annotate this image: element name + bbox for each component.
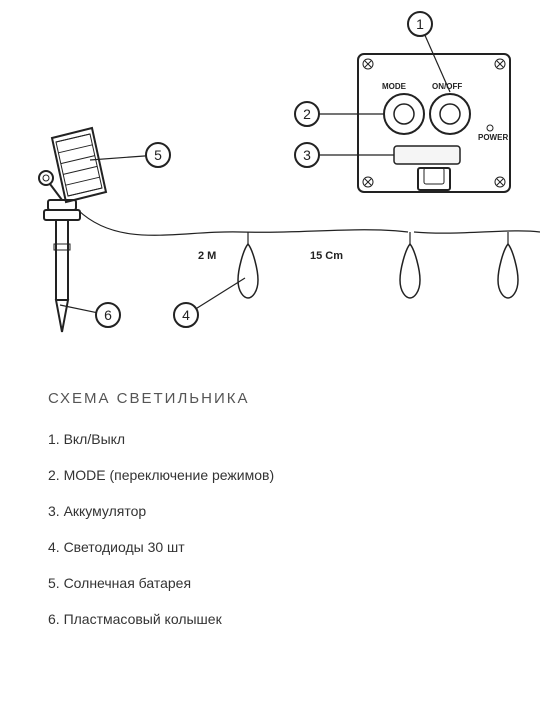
legend-item: 6. Пластмасовый колышек <box>48 611 498 627</box>
diagram-title: СХЕМА СВЕТИЛЬНИКА <box>48 390 498 407</box>
dim-15cm: 15 Cm <box>310 250 343 262</box>
legend-item: 2. MODE (переключение режимов) <box>48 467 498 483</box>
label-power: POWER <box>478 133 508 142</box>
label-onoff: ON/OFF <box>432 82 462 91</box>
svg-text:1: 1 <box>416 16 424 32</box>
svg-text:2: 2 <box>303 106 311 122</box>
svg-text:3: 3 <box>303 147 311 163</box>
legend-block: СХЕМА СВЕТИЛЬНИКА 1. Вкл/Выкл 2. MODE (пе… <box>48 390 498 647</box>
diagram-canvas: 1 2 3 4 5 6 MODE ON/OFF POWER 2 M 15 Cm СХЕМА… <box>0 0 540 720</box>
legend-item: 4. Светодиоды 30 шт <box>48 539 498 555</box>
svg-text:4: 4 <box>182 307 190 323</box>
svg-text:5: 5 <box>154 147 162 163</box>
dim-2m: 2 M <box>198 250 216 262</box>
svg-text:6: 6 <box>104 307 112 323</box>
legend-item: 5. Солнечная батарея <box>48 575 498 591</box>
legend-list: 1. Вкл/Выкл 2. MODE (переключение режимов… <box>48 431 498 627</box>
legend-item: 1. Вкл/Выкл <box>48 431 498 447</box>
label-mode: MODE <box>382 82 406 91</box>
schematic-svg: 1 2 3 4 5 6 <box>0 0 540 380</box>
legend-item: 3. Аккумулятор <box>48 503 498 519</box>
